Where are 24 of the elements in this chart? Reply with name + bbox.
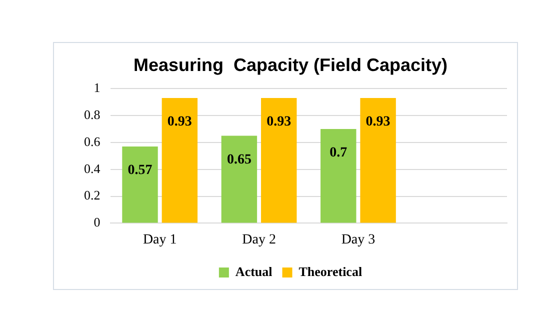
y-tick-label: 1 [94, 80, 100, 96]
bar [320, 128, 356, 223]
y-tick-label: 0.6 [84, 134, 101, 149]
data-label: 0.7 [330, 146, 348, 161]
x-tick-label: Day 3 [341, 232, 376, 248]
bar [122, 146, 158, 223]
data-label: 0.93 [266, 114, 292, 130]
data-label: 0.57 [128, 163, 152, 178]
bar [261, 98, 297, 223]
x-tick-label: Day 1 [142, 232, 177, 248]
y-tick-label: 0.4 [84, 160, 101, 176]
data-label: 0.93 [167, 114, 192, 130]
legend-label: Actual [235, 264, 273, 279]
bar [221, 136, 258, 223]
y-tick-label: 0.2 [84, 188, 100, 203]
y-tick-label: 0 [94, 214, 100, 230]
data-label: 0.93 [366, 114, 390, 130]
bar [360, 98, 396, 223]
bar [162, 98, 198, 223]
x-tick-label: Day 2 [242, 232, 276, 248]
data-label: 0.65 [226, 152, 252, 168]
chart-title: Measuring Capacity (Field Capacity) [133, 54, 448, 75]
legend-label: Theoretical [298, 264, 362, 279]
y-tick-label: 0.8 [84, 106, 100, 122]
